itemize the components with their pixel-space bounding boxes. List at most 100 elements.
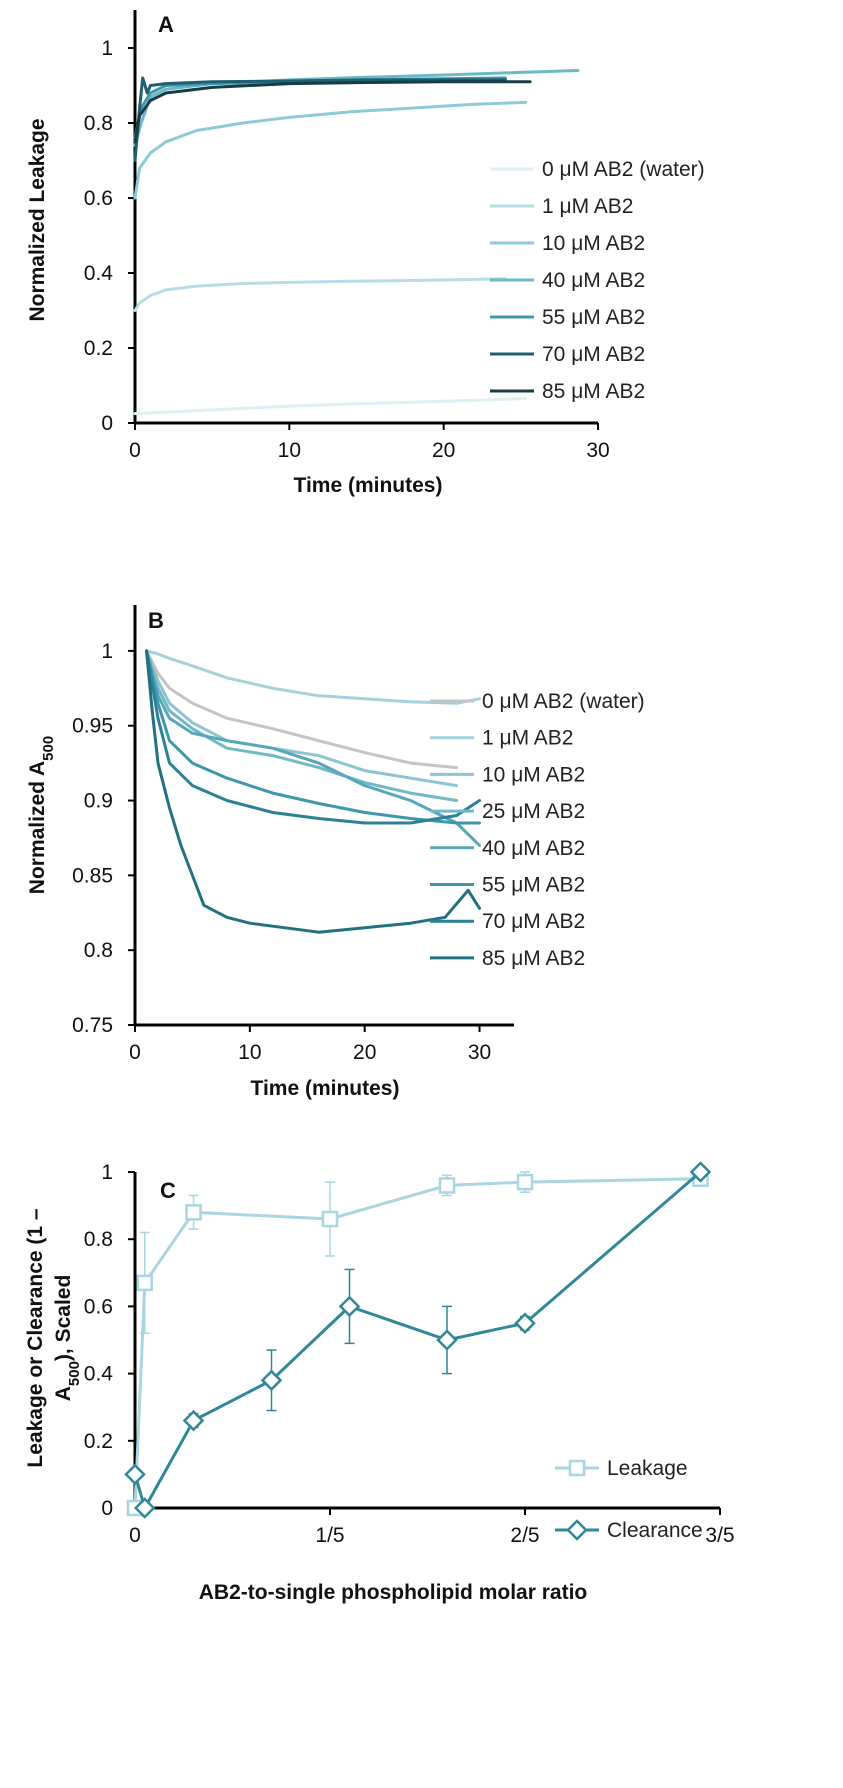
legend-label-10-m-ab2: 10 μM AB2 — [542, 232, 645, 255]
panel-c-x-tick-label: 3/5 — [705, 1524, 734, 1547]
panel-c-letter: C — [160, 1178, 176, 1203]
panel-b-y-tick-label: 0.9 — [84, 790, 113, 813]
series-line-25-m-ab2 — [145, 649, 459, 802]
legend-marker-clearance — [566, 1519, 588, 1541]
panel-c: C 0 0.2 0.4 0.6 0.8 1 0 1/5 2/5 3/5 AB2-to-single… — [24, 1161, 735, 1604]
legend-label-10-m-ab2: 10 μM AB2 — [482, 763, 585, 786]
panel-a-y-tick-label: 0 — [101, 412, 113, 435]
panel-b-y-tick-label: 0.8 — [84, 939, 113, 962]
panel-a-y-tick-label: 1 — [101, 37, 113, 60]
panel-b-x-tick-label: 30 — [468, 1041, 491, 1064]
panel-b-y-label-group: Normalized A500 — [26, 736, 57, 894]
legend-label-1-m-ab2: 1 μM AB2 — [542, 195, 633, 218]
series-line-10-m-ab2 — [133, 100, 527, 200]
panel-c-ticks: 0 0.2 0.4 0.6 0.8 1 0 1/5 2/5 3/5 — [84, 1161, 735, 1547]
legend-label-0-m-ab2-water: 0 μM AB2 (water) — [542, 158, 705, 181]
panel-b-y-tick-label: 0.85 — [72, 864, 113, 887]
data-point-clearance — [436, 1329, 458, 1351]
panel-c-series — [124, 1161, 712, 1519]
legend-label-1-m-ab2: 1 μM AB2 — [482, 727, 573, 750]
panel-b-x-tick-label: 10 — [238, 1041, 261, 1064]
series-line-0-m-ab2-water — [133, 397, 527, 416]
panel-a-ticks: 00.20.40.60.810 10 20 30 — [84, 37, 610, 462]
series-line-1-m-ab2 — [133, 277, 507, 312]
legend-label-25-m-ab2: 25 μM AB2 — [482, 800, 585, 823]
panel-a-x-tick-label: 20 — [432, 439, 455, 462]
panel-a-y-tick-label: 0.6 — [84, 187, 113, 210]
panel-c-x-label: AB2-to-single phospholipid molar ratio — [199, 1581, 588, 1604]
panel-b-letter: B — [148, 608, 164, 633]
data-point-clearance — [689, 1161, 712, 1183]
series-line-1-m-ab2 — [145, 649, 481, 705]
panel-b-y-label-main: Normalized A — [26, 761, 49, 894]
panel-a-y-tick-label: 0.2 — [84, 337, 113, 360]
panel-b-legend: 0 μM AB2 (water) 1 μM AB2 10 μM AB2 25 μM A… — [430, 690, 645, 970]
panel-c-y-label-line2: A500), Scaled — [52, 1275, 83, 1402]
panel-c-y-tick-label: 0.6 — [84, 1295, 113, 1318]
panel-b-y-label-sub: 500 — [40, 736, 57, 761]
panel-a-x-tick-label: 30 — [586, 439, 609, 462]
data-point-leakage — [516, 1173, 534, 1191]
panel-c-y-label-sub: 500 — [66, 1361, 83, 1386]
panel-b-y-tick-label: 1 — [101, 640, 113, 663]
series-line-70-m-ab2 — [145, 649, 481, 825]
panel-b-x-label: Time (minutes) — [251, 1077, 400, 1100]
panel-a-y-tick-label: 0.4 — [84, 262, 114, 285]
panel-a-y-tick-label: 0.8 — [84, 112, 113, 135]
panel-c-x-tick-label: 2/5 — [510, 1524, 539, 1547]
legend-label-85-m-ab2: 85 μM AB2 — [482, 947, 585, 970]
series-line-clearance — [133, 1170, 702, 1510]
panel-a-legend: 0 μM AB2 (water) 1 μM AB2 10 μM AB2 40 μM A… — [490, 158, 705, 403]
legend-label-clearance: Clearance — [607, 1519, 703, 1542]
legend-label-55-m-ab2: 55 μM AB2 — [542, 306, 645, 329]
legend-label-70-m-ab2: 70 μM AB2 — [482, 910, 585, 933]
series-line-10-m-ab2 — [145, 649, 459, 788]
data-point-clearance — [260, 1369, 283, 1392]
series-line-0-m-ab2-water — [145, 649, 459, 770]
panel-c-y-label-group: Leakage or Clearance (1 – A500), Scaled — [24, 1208, 83, 1467]
panel-a-y-label: Normalized Leakage — [26, 118, 49, 321]
series-line-70-m-ab2 — [133, 76, 507, 162]
legend-label-85-m-ab2: 85 μM AB2 — [542, 380, 645, 403]
panel-a-x-tick-label: 0 — [129, 439, 141, 462]
panel-c-y-label-line1: Leakage or Clearance (1 – — [24, 1208, 47, 1467]
legend-label-leakage: Leakage — [607, 1457, 688, 1480]
panel-c-y-tick-label: 1 — [101, 1161, 113, 1184]
data-point-clearance — [338, 1295, 361, 1318]
data-point-clearance — [514, 1312, 536, 1334]
legend-marker-leakage — [568, 1459, 586, 1477]
panel-c-legend: Leakage Clearance — [555, 1457, 703, 1542]
panel-c-x-tick-label: 0 — [129, 1524, 141, 1547]
data-point-leakage — [136, 1274, 153, 1292]
data-point-clearance — [133, 1497, 156, 1519]
panel-b-y-tick-label: 0.75 — [72, 1014, 113, 1037]
panel-a-x-label: Time (minutes) — [294, 474, 443, 497]
legend-label-40-m-ab2: 40 μM AB2 — [482, 837, 585, 860]
panel-b-x-tick-label: 0 — [129, 1041, 141, 1064]
data-point-clearance — [182, 1409, 205, 1432]
panel-b-y-label: Normalized A500 — [26, 736, 57, 894]
panel-c-y-tick-label: 0.4 — [84, 1363, 114, 1386]
legend-label-55-m-ab2: 55 μM AB2 — [482, 874, 585, 897]
panel-c-y-tick-label: 0 — [101, 1497, 113, 1520]
panel-c-y-label-end: ), Scaled — [52, 1275, 75, 1361]
panel-b-y-tick-label: 0.95 — [72, 715, 113, 738]
data-point-leakage — [185, 1204, 202, 1221]
legend-label-40-m-ab2: 40 μM AB2 — [542, 269, 645, 292]
panel-a: A 00.20.40.60.810 10 20 30 Time (minutes) N… — [26, 10, 705, 497]
data-point-leakage — [438, 1177, 456, 1194]
panel-c-x-tick-label: 1/5 — [315, 1524, 344, 1547]
series-line-85-m-ab2 — [145, 649, 481, 934]
data-point-clearance — [124, 1463, 146, 1486]
series-line-85-m-ab2 — [133, 80, 532, 144]
panel-a-letter: A — [158, 12, 174, 37]
series-line-40-m-ab2 — [145, 649, 481, 847]
data-point-leakage — [321, 1210, 339, 1228]
legend-label-0-m-ab2-water: 0 μM AB2 (water) — [482, 690, 645, 713]
legend-label-70-m-ab2: 70 μM AB2 — [542, 343, 645, 366]
panel-c-y-label-a: A — [52, 1386, 75, 1401]
panel-b-x-tick-label: 20 — [353, 1041, 376, 1064]
